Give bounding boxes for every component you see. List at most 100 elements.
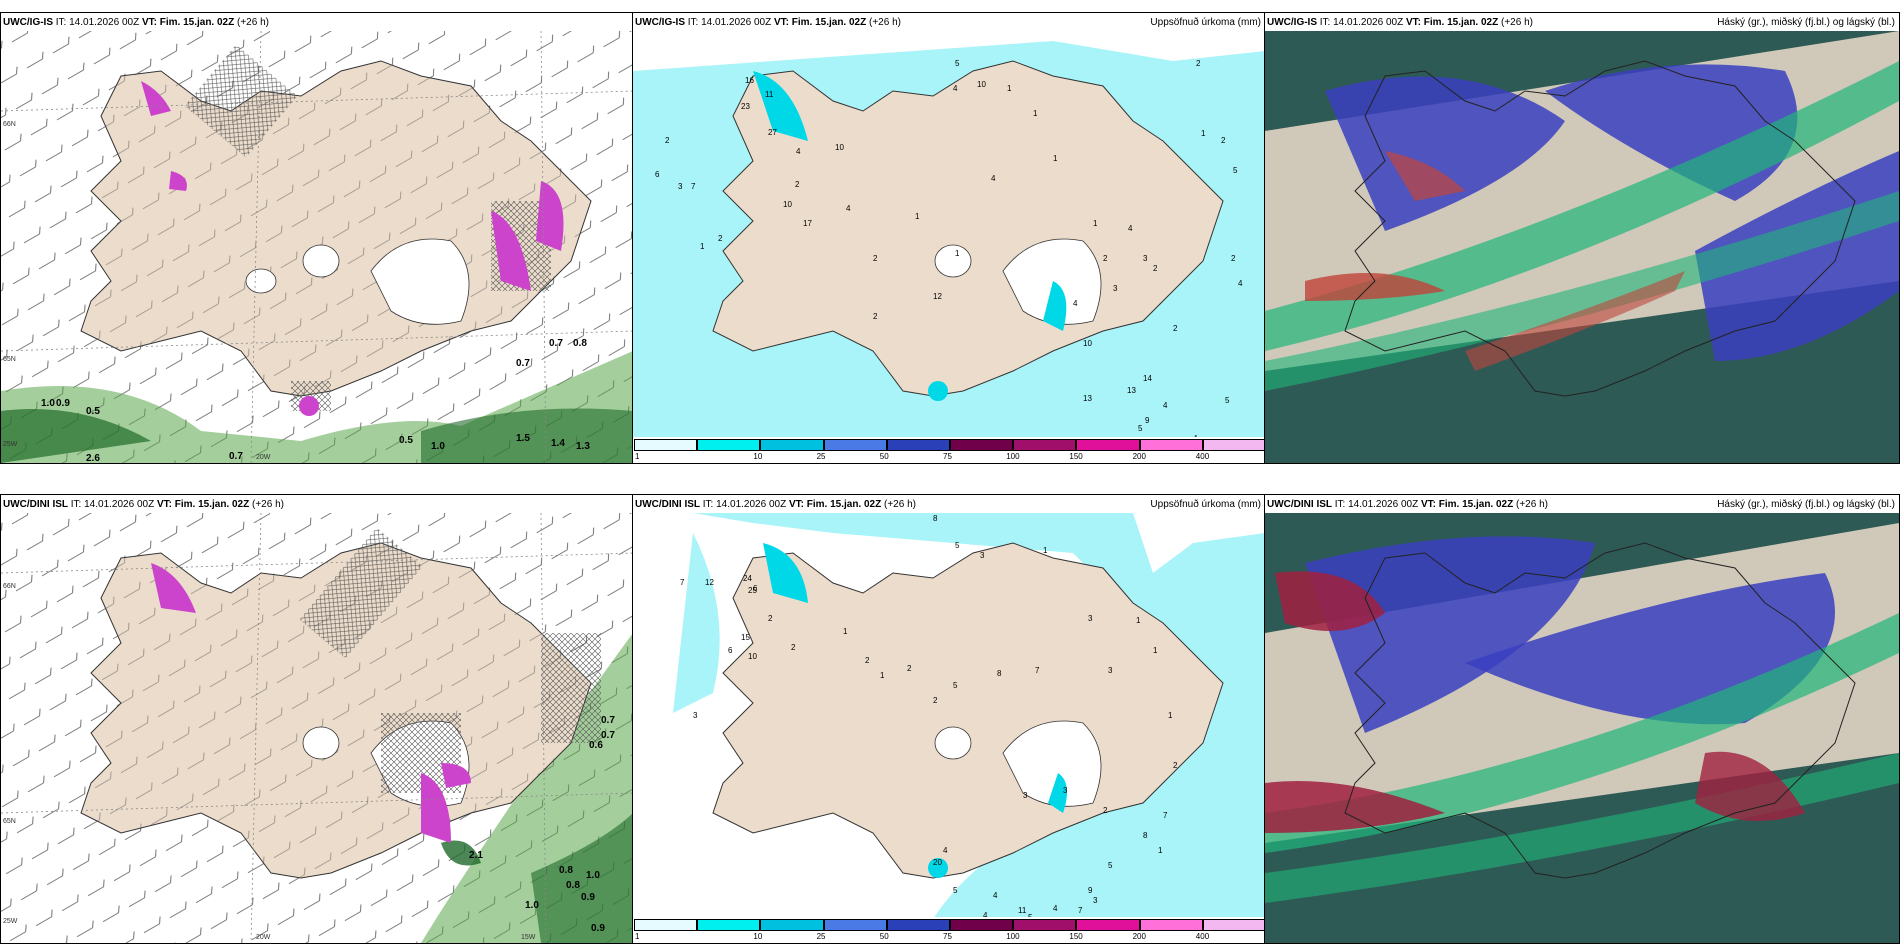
precip-value: 3: [1093, 896, 1098, 905]
colorbar-segment: [1013, 919, 1077, 931]
precip-value: 2: [1153, 264, 1158, 273]
map-svg-cloud-1: [1265, 31, 1899, 463]
precip-value: 6: [753, 584, 758, 593]
precip-value: 4: [1053, 904, 1058, 913]
precip-value: 7: [1163, 811, 1168, 820]
map-svg-cloud-2: [1265, 513, 1899, 943]
colorbar-tick: 200: [1132, 452, 1146, 461]
precip-value: 14: [1143, 374, 1152, 383]
colorbar-tick: 200: [1132, 932, 1146, 941]
precip-value: 1: [1168, 711, 1173, 720]
precip-value: 5: [1225, 396, 1230, 405]
panel-wind-dini: UWC/DINI ISL IT: 14.01.2026 00Z VT: Fim.…: [0, 494, 634, 944]
panel-title: UWC/IG-IS IT: 14.01.2026 00Z VT: Fim. 15…: [3, 17, 269, 28]
colorbar-segment: [1139, 439, 1203, 451]
wind-snow-map[interactable]: 0.7 0.7 0.6 1.0 0.8 0.8 0.9 1.0 2.1 0.9 66N 65N 2…: [1, 513, 633, 943]
colorbar-tick: 100: [1006, 452, 1020, 461]
precip-value: 9: [1088, 886, 1093, 895]
cloud-map[interactable]: [1265, 513, 1899, 943]
cloud-map[interactable]: [1265, 31, 1899, 463]
mid-cloud: [1265, 61, 1899, 351]
colorbar-tick: 75: [943, 452, 952, 461]
colorbar-tick: 50: [879, 452, 889, 461]
panel-title: UWC/DINI ISL IT: 14.01.2026 00Z VT: Fim.…: [1267, 499, 1548, 510]
colorbar-segment: [634, 439, 698, 451]
wind-speed-label: 2.1: [469, 850, 483, 861]
precip-value: 20: [933, 858, 942, 867]
precip-value: 1: [1053, 154, 1058, 163]
precip-value: 2: [907, 664, 912, 673]
panel-wind-ig: UWC/IG-IS IT: 14.01.2026 00Z VT: Fim. 15…: [0, 12, 634, 464]
precip-value: 16: [745, 76, 754, 85]
panel-cloud-dini: UWC/DINI ISL IT: 14.01.2026 00Z VT: Fim.…: [1264, 494, 1900, 944]
wind-speed-label: 1.0: [586, 870, 600, 881]
precip-value: 3: [1108, 666, 1113, 675]
colorbar-segment: [697, 919, 761, 931]
wind-speed-label: 0.9: [56, 398, 70, 409]
precip-value: 10: [748, 652, 757, 661]
precip-value: 1: [1033, 109, 1038, 118]
low-cloud: [1305, 273, 1445, 301]
precip-title: Uppsöfnuð úrkoma (mm): [1150, 499, 1261, 510]
colorbar-tick: 150: [1069, 452, 1083, 461]
precip-value: 1: [955, 249, 960, 258]
cloud-title: Háský (gr.), miðský (fj.bl.) og lágský (…: [1717, 17, 1895, 28]
precip-value: 3: [1143, 254, 1148, 263]
wind-speed-label: 1.0: [525, 900, 539, 911]
precip-value: 23: [741, 102, 750, 111]
lon-label: 20W: [256, 454, 271, 461]
colorbar-tick: 100: [1006, 932, 1020, 941]
colorbar-segment: [697, 439, 761, 451]
lat-label: 66N: [3, 121, 16, 128]
colorbar-tick: 400: [1195, 452, 1210, 461]
precip-value: 2: [865, 656, 870, 665]
precip-value: 2: [768, 614, 773, 623]
colorbar: 1 10 25 50 75 100 150 200 400: [633, 917, 1265, 943]
precip-value: 13: [1127, 386, 1136, 395]
wind-speed-label: 0.7: [229, 451, 243, 462]
precip-value: 7: [680, 578, 685, 587]
precip-value: 4: [993, 891, 998, 900]
wind-speed-label: 1.0: [431, 441, 445, 452]
precip-value: 5: [955, 59, 960, 68]
wind-speed-label: 0.5: [399, 435, 413, 446]
colorbar-tick: 25: [816, 452, 826, 461]
precip-value: 8: [1143, 831, 1148, 840]
colorbar-tick: 1: [635, 452, 640, 461]
wind-speed-label: 0.8: [559, 865, 573, 876]
wind-snow-map[interactable]: 1.00.90.52.60.70.70.80.70.51.01.51.41.31…: [1, 31, 633, 463]
colorbar: 1 10 25 50 75 100 150 200 400: [633, 437, 1265, 463]
precip-value: 2: [933, 696, 938, 705]
precip-value: 5: [1028, 913, 1033, 919]
precip-value: 4: [1163, 401, 1168, 410]
wind-speed-label: 0.9: [581, 892, 595, 903]
precip-value: 1: [843, 627, 848, 636]
precip-value: 9: [1145, 416, 1150, 425]
precip-value: 6: [655, 170, 660, 179]
precip-value: 2: [795, 180, 800, 189]
colorbar-segment: [950, 919, 1014, 931]
lon-label: 15W: [521, 934, 536, 941]
wind-speed-label: 1.3: [576, 441, 590, 452]
precip-value: 7: [1078, 906, 1083, 915]
lat-label: 65N: [3, 356, 16, 363]
precip-value: 1: [915, 212, 920, 221]
precip-value: 12: [933, 292, 942, 301]
colorbar-tick: 10: [753, 452, 763, 461]
colorbar-tick: 1: [635, 932, 640, 941]
precip-map[interactable]: 8 5 3 1 6 12 24 25 15 10 3 7 6 2 2 1 2 1 2 2 5 8 7 3 3 1 1 1 2 7 8 5 9 7 4…: [633, 513, 1265, 919]
precip-value: 3: [678, 182, 683, 191]
colorbar-tick: 50: [879, 932, 889, 941]
precip-value: 15: [741, 633, 750, 642]
panel-precip-ig: UWC/IG-IS IT: 14.01.2026 00Z VT: Fim. 15…: [632, 12, 1266, 464]
precip-map[interactable]: 5 4 2 10 6 7 3 1 2 16 23 27 11 4 2 10 17 4 2 1 2 1 12 4 10 1 1 1 1 2 4…: [633, 31, 1265, 439]
lat-label: 65N: [3, 818, 16, 825]
wind-speed-label: 0.5: [86, 406, 100, 417]
precip-value: 1: [1136, 616, 1141, 625]
colorbar-tick: 25: [816, 932, 826, 941]
precip-value: 5: [953, 681, 958, 690]
precip-value: 4: [1128, 224, 1133, 233]
snow-shade: [141, 81, 171, 116]
cloud-title: Háský (gr.), miðský (fj.bl.) og lágský (…: [1717, 499, 1895, 510]
precip-value: 5: [1108, 861, 1113, 870]
